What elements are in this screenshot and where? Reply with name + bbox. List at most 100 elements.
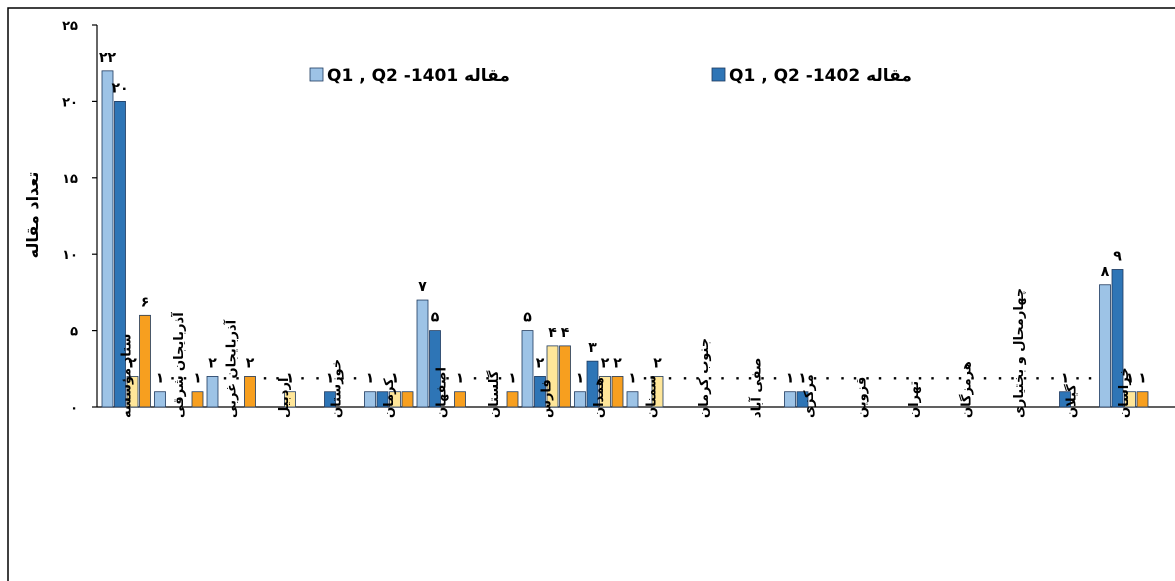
bar [1136,391,1149,408]
bars-group [101,70,1149,408]
bar [1124,391,1136,408]
bar [796,391,809,408]
x-category-label: همدان [592,377,607,418]
y-tick-label: ۱۵ [62,172,78,187]
bar [784,391,796,408]
zero-value-label: ۰ [351,370,360,386]
zero-value-label: ۰ [956,370,965,386]
zero-value-label: ۰ [273,370,282,386]
x-category-label: اردبیل [277,378,292,418]
bar [599,376,611,408]
zero-value-label: ۰ [916,370,925,386]
zero-value-label: ۰ [981,370,990,386]
bar [376,391,389,408]
bar [559,345,571,408]
zero-value-label: ۰ [1033,370,1042,386]
y-tick-label: ۵ [70,325,78,340]
bar [389,391,401,408]
bar [534,376,546,408]
zero-value-label: ۰ [718,370,727,386]
bar-value-label: ۲۲ [99,50,117,66]
zero-value-label: ۰ [838,370,847,386]
zero-value-label: ۰ [1073,370,1082,386]
zero-value-label: ۰ [471,370,480,386]
zero-value-label: ۰ [168,370,177,386]
bar [101,70,114,408]
zero-value-label: ۰ [483,370,492,386]
bar [364,391,376,408]
bar-value-label: ۷ [418,279,427,295]
bar-value-label: ۱ [1126,371,1135,387]
x-category-label: سمنان [644,375,659,418]
zero-value-label: ۰ [181,370,190,386]
bar-value-label: ۲ [208,355,217,371]
zero-value-label: ۰ [811,370,820,386]
bar-value-label: ۲ [536,355,545,371]
chart-frame [7,7,1175,581]
bar-value-label: ۲ [128,355,137,371]
zero-value-label: ۰ [496,370,505,386]
legend-swatch-1401 [309,67,324,82]
zero-value-label: ۰ [758,370,767,386]
bar-value-label: ۱ [576,371,585,387]
bar [506,391,519,408]
bar [154,391,166,408]
y-tick-label: ۰ [70,401,78,416]
x-category-label: مرکزی [802,374,817,418]
bar-value-label: ۱ [1061,371,1070,387]
zero-value-label: ۰ [1048,370,1057,386]
bar-value-label: ۱ [508,371,517,387]
zero-value-label: ۰ [851,370,860,386]
bar [416,299,429,408]
bar-value-label: ۱ [366,371,375,387]
zero-value-label: ۰ [968,370,977,386]
bar-value-label: ۱ [798,371,807,387]
bar [284,391,296,408]
x-category-label: کرمان [382,378,397,418]
x-category-label: خوزستان [329,359,344,418]
zero-value-label: ۰ [943,370,952,386]
bar-value-label: ۸ [1101,264,1110,280]
bar [401,391,414,408]
bar [586,360,599,408]
x-category-label: قزوین [854,377,869,418]
zero-value-label: ۰ [996,370,1005,386]
zero-value-label: ۰ [233,370,242,386]
category-labels-group: ستاد مؤسسه آذربایجان شرقی آذربایجان غربی ار… [119,288,1132,418]
zero-value-label: ۰ [298,370,307,386]
bar-value-label: ۲ [246,355,255,371]
bar-value-label: ۵ [523,310,532,326]
legend-label-1401: مقاله Q1 , Q2 -1401 [327,66,510,86]
zero-value-label: ۰ [313,370,322,386]
bar-value-label: ۱ [1138,371,1147,387]
bar-value-label: ۲۰ [111,80,128,96]
x-category-label: اصفهان [434,367,449,418]
bar [626,391,639,408]
bar [574,391,586,408]
zero-value-label: ۰ [641,370,650,386]
x-category-label: خراسان [1117,367,1132,418]
bar [429,330,441,408]
bar-value-label: ۱ [628,371,637,387]
zero-value-label: ۰ [891,370,900,386]
x-category-label: آذربایجان غربی [222,319,239,418]
zero-value-label: ۰ [928,370,937,386]
legend: مقاله Q1 , Q2 -1401 مقاله Q1 , Q2 -1402 [309,66,912,86]
legend-label-1402: مقاله Q1 , Q2 -1402 [729,66,912,86]
bar-value-label: ۱ [456,371,465,387]
zero-value-label: ۰ [1021,370,1030,386]
bar [139,314,151,408]
x-category-label: آذربایجان شرقی [170,312,187,418]
bar-value-label: ۹ [1113,248,1122,264]
bar [1059,391,1071,408]
bar-value-label: ۲ [601,355,610,371]
x-category-label: فارس [539,379,554,418]
bar [1099,284,1111,408]
bar-value-label: ۱ [193,371,202,387]
zero-value-label: ۰ [261,370,270,386]
zero-value-label: ۰ [666,370,675,386]
bar-value-label: ۱ [286,371,295,387]
